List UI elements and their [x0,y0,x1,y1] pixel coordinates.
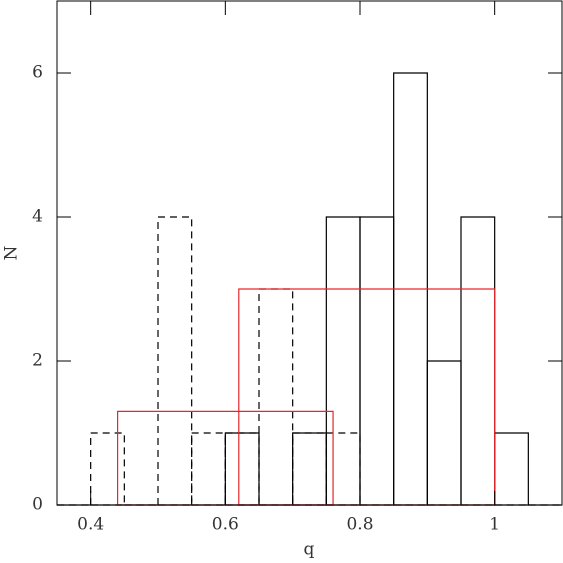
x-tick-label: 0.8 [346,515,373,535]
histogram-bin [494,432,529,506]
histogram-bin [325,432,361,506]
histogram-bin [90,432,125,506]
histogram-bin [292,432,327,506]
y-axis-label: N [2,245,22,260]
y-tick-label: 4 [32,207,43,227]
x-tick-label: 0.4 [77,515,104,535]
histogram-bin [238,288,496,506]
histogram-bin [460,216,496,506]
y-tick-label: 2 [32,351,43,371]
histogram-bin [224,432,260,506]
y-tick-label: 6 [32,63,43,83]
histogram-bin [359,216,395,506]
histogram-bin [325,216,361,506]
x-tick-label: 1 [489,515,500,535]
histogram-bin [224,432,260,506]
histogram-bin [292,432,327,506]
y-tick-label: 0 [32,495,43,515]
histogram-bin [258,288,294,506]
histogram-bin [157,216,193,506]
x-axis-label: q [304,540,315,560]
x-tick-label: 0.6 [212,515,239,535]
plot-frame [56,0,563,506]
histogram-bin [426,360,462,506]
histogram-bin [191,432,226,506]
